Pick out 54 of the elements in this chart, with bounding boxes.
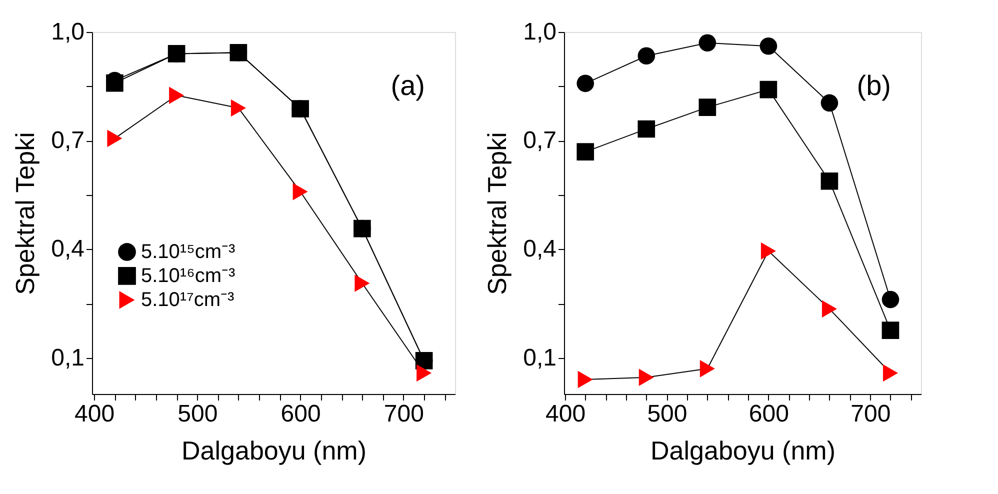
point: [760, 80, 778, 98]
x-tick-label: 400: [545, 400, 586, 428]
y-tick-label: 0,4: [523, 236, 556, 263]
x-tick-label: 600: [280, 400, 321, 428]
point: [354, 274, 370, 292]
legend-label: 5.10¹⁷cm⁻³: [141, 288, 234, 311]
point: [700, 360, 715, 378]
point: [107, 130, 122, 148]
legend-label: 5.10¹⁵cm⁻³: [141, 240, 236, 263]
point: [578, 370, 593, 388]
point: [230, 99, 246, 117]
x-tick-label: 500: [647, 400, 688, 428]
y-tick-label: 0,7: [523, 127, 556, 154]
x-tick-label: 700: [384, 400, 424, 428]
point: [576, 143, 594, 160]
x-tick-label: 700: [850, 400, 891, 428]
point: [415, 352, 433, 370]
point: [882, 322, 900, 339]
annotation: (a): [390, 70, 425, 101]
point: [882, 364, 898, 382]
y-tick-label: 1,0: [51, 18, 84, 46]
legend-label: 5.10¹⁶cm⁻³: [141, 264, 236, 287]
point: [354, 220, 371, 238]
point: [698, 34, 716, 52]
point: [106, 74, 124, 92]
point: [820, 94, 838, 112]
point: [638, 368, 654, 386]
point: [169, 86, 184, 104]
x-tick-label: 500: [178, 400, 218, 428]
point: [698, 98, 716, 116]
x-axis-title: Dalgaboyu (nm): [182, 436, 366, 466]
y-tick-label: 0,1: [51, 344, 84, 372]
point: [292, 182, 308, 200]
point: [292, 100, 309, 118]
point: [882, 290, 900, 308]
y-tick-label: 0,4: [51, 236, 84, 263]
point: [820, 172, 838, 190]
point: [638, 47, 656, 65]
point: [416, 364, 432, 382]
point: [760, 242, 776, 260]
y-axis-title: Spektral Tepki: [10, 132, 40, 295]
point: [168, 45, 186, 62]
y-tick-label: 0,7: [51, 127, 84, 154]
y-tick-label: 0,1: [523, 344, 556, 372]
x-tick-label: 400: [74, 400, 115, 428]
point: [760, 37, 778, 55]
annotation: (b): [856, 70, 891, 101]
x-tick-label: 600: [748, 400, 789, 428]
y-axis-title: Spektral Tepki: [482, 132, 512, 295]
point: [822, 300, 837, 318]
y-tick-label: 1,0: [523, 18, 556, 46]
point: [576, 74, 594, 92]
x-axis-title: Dalgaboyu (nm): [650, 436, 836, 466]
point: [638, 120, 656, 138]
